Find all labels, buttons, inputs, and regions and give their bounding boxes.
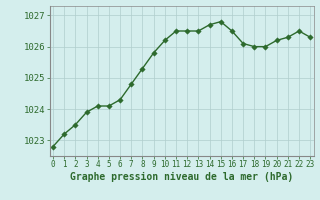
- X-axis label: Graphe pression niveau de la mer (hPa): Graphe pression niveau de la mer (hPa): [70, 172, 293, 182]
